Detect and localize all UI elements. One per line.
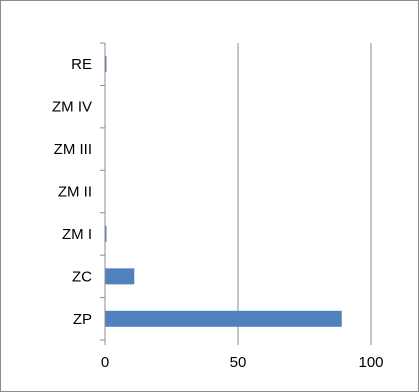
axes [100, 42, 372, 345]
x-tick-label: 0 [101, 354, 109, 371]
y-tick-label: RE [71, 56, 92, 73]
x-tick-label: 100 [358, 354, 383, 371]
y-tick-label: ZM IV [52, 99, 92, 116]
bar-re [105, 56, 107, 73]
y-tick-label: ZM I [62, 226, 92, 243]
bars [105, 56, 342, 327]
tick-labels: ZP ZC ZM I ZM II ZM III ZM IV RE 0 50 100 [52, 56, 384, 371]
y-tick-label: ZC [72, 268, 92, 285]
bar-zm-i [105, 225, 107, 242]
bar-zc [105, 268, 135, 285]
gridlines [237, 43, 372, 340]
y-tick-label: ZM III [54, 141, 92, 158]
y-tick-label: ZP [73, 311, 92, 328]
y-tick-label: ZM II [58, 184, 92, 201]
bar-zp [105, 310, 342, 327]
x-tick-label: 50 [230, 354, 247, 371]
